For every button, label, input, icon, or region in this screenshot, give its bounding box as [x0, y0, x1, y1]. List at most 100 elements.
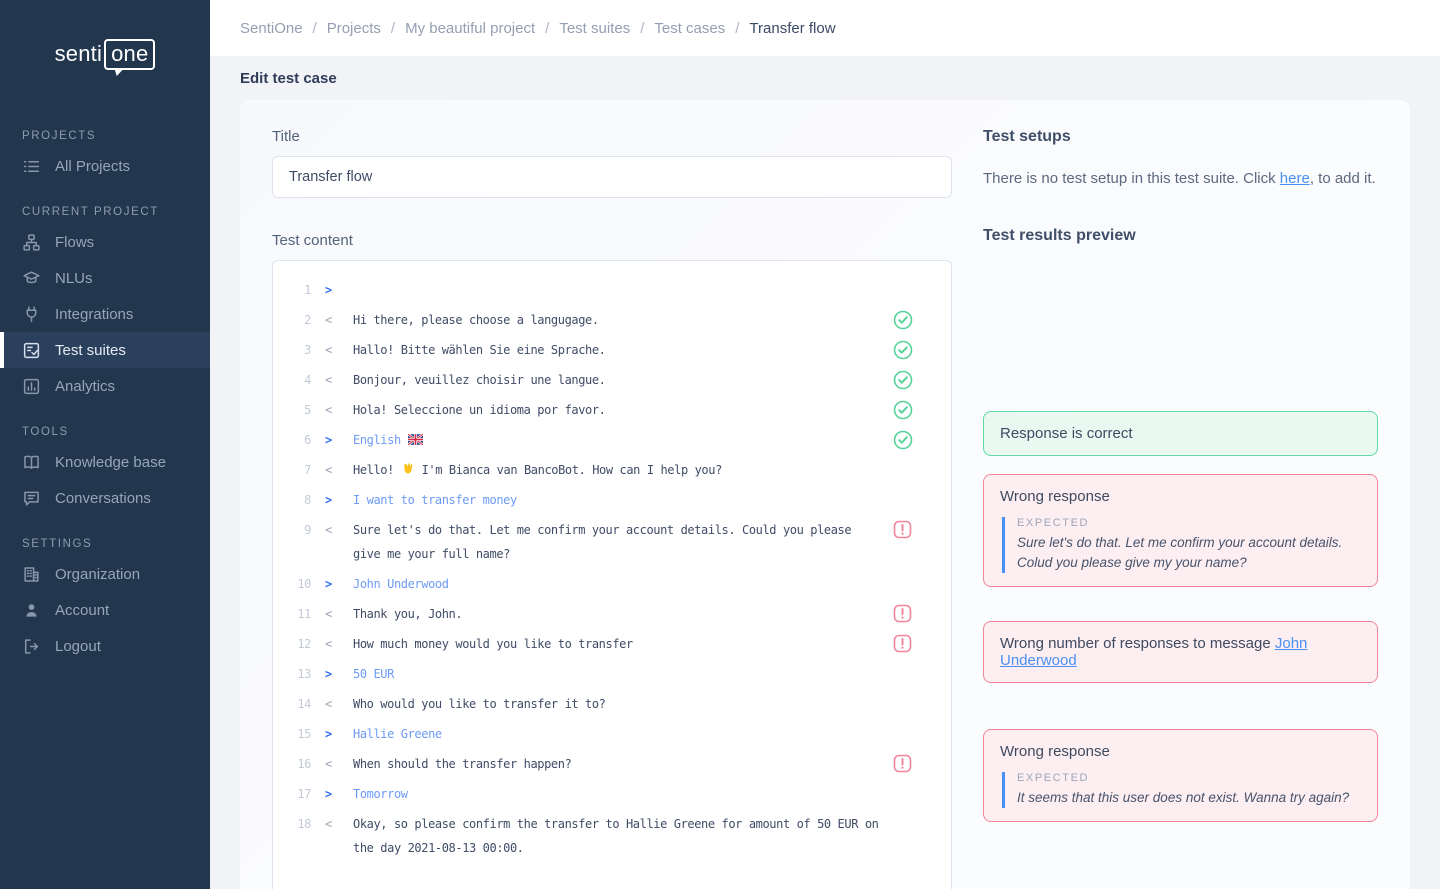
user-message-text: 50 EUR [353, 667, 394, 681]
editor-line[interactable]: 7 < Hello! I'm Bianca van BancoBot. How ca… [289, 458, 935, 482]
result-card-error: Wrong response Expected It seems that this… [983, 729, 1378, 822]
sidebar-item-label: Integrations [55, 305, 134, 323]
sidebar-item-knowledge-base[interactable]: Knowledge base [0, 444, 210, 480]
bot-message-text: When should the transfer happen? [353, 757, 572, 771]
main-area: SentiOne / Projects / My beautiful project / T… [210, 0, 1440, 889]
bot-response-marker: < [325, 607, 332, 621]
result-card-error: Wrong response Expected Sure let's do that… [983, 474, 1378, 587]
editor-line[interactable]: 14 < Who would you like to transfer it to? [289, 692, 935, 716]
breadcrumb-bar: SentiOne / Projects / My beautiful project / T… [210, 0, 1440, 56]
bot-response-marker: < [325, 757, 332, 771]
result-card-success: Response is correct [983, 411, 1378, 456]
line-number: 16 [297, 757, 311, 771]
bot-response-marker: < [325, 817, 332, 831]
bot-message-text: Hi there, please choose a langugage. [353, 313, 599, 327]
message-reference-link[interactable]: John Underwood [1000, 635, 1308, 669]
result-title: Wrong response [1000, 488, 1110, 505]
flows-icon [22, 233, 41, 252]
line-number: 12 [297, 637, 311, 651]
editor-line[interactable]: 16 < When should the transfer happen? [289, 752, 935, 776]
expected-label: Expected [1017, 772, 1090, 784]
editor-line[interactable]: 1 > [289, 278, 935, 302]
line-status-error-icon [893, 754, 913, 774]
editor-line[interactable]: 4 < Bonjour, veuillez choisir une langue. [289, 368, 935, 392]
bot-response-marker: < [325, 523, 332, 537]
result-card-error: Wrong number of responses to message Joh… [983, 621, 1378, 683]
breadcrumb-separator: / [390, 19, 396, 37]
sidebar-item-test-suites[interactable]: Test suites [0, 332, 210, 368]
bot-response-marker: < [325, 313, 332, 327]
expected-block: Expected It seems that this user does not… [1002, 772, 1361, 808]
breadcrumb-separator: / [545, 19, 550, 37]
breadcrumb-link[interactable]: Test cases [654, 19, 726, 37]
user-prompt-marker: > [325, 433, 332, 447]
sidebar: senti one Projects All Projects Current pro… [0, 0, 210, 889]
sidebar-nav: Projects All Projects Current project Flows… [0, 130, 210, 664]
bot-response-marker: < [325, 637, 332, 651]
line-number: 11 [297, 607, 311, 621]
bot-message-text: Thank you, John. [353, 607, 463, 621]
building-icon [22, 565, 41, 584]
editor-line[interactable]: 6 > English [289, 428, 935, 452]
sidebar-item-label: All Projects [55, 157, 131, 175]
add-test-setup-link[interactable]: here [1279, 170, 1310, 187]
sidebar-item-analytics[interactable]: Analytics [0, 368, 210, 404]
test-content-label: Test content [272, 232, 353, 249]
sidebar-item-flows[interactable]: Flows [0, 224, 210, 260]
editor-line[interactable]: 17 > Tomorrow [289, 782, 935, 806]
sidebar-item-label: Account [55, 601, 110, 619]
breadcrumb-link[interactable]: Projects [326, 19, 381, 37]
sidebar-item-label: Knowledge base [55, 453, 166, 471]
title-input[interactable] [272, 156, 952, 198]
sidebar-item-label: Logout [55, 637, 101, 655]
sidebar-item-account[interactable]: Account [0, 592, 210, 628]
breadcrumb-link[interactable]: SentiOne [240, 19, 303, 37]
line-status-error-icon [893, 520, 913, 540]
analytics-icon [22, 377, 41, 396]
editor-line[interactable]: 15 > Hallie Greene [289, 722, 935, 746]
user-prompt-marker: > [325, 727, 332, 741]
line-number: 4 [304, 373, 311, 387]
sidebar-item-nlus[interactable]: NLUs [0, 260, 210, 296]
user-prompt-marker: > [325, 667, 332, 681]
results-column: Test setups There is no test setup in th… [983, 128, 1378, 889]
editor-line[interactable]: 11 < Thank you, John. [289, 602, 935, 626]
line-status-ok-icon [893, 340, 913, 360]
result-title: Wrong response [1000, 743, 1110, 760]
breadcrumb: SentiOne / Projects / My beautiful project / T… [240, 20, 836, 37]
editor-line[interactable]: 18 < Okay, so please confirm the transfer … [289, 812, 935, 860]
line-number: 15 [297, 727, 311, 741]
editor-line[interactable]: 12 < How much money would you like to tran… [289, 632, 935, 656]
form-column: Title Test content 1>2<Hi there, please … [272, 128, 952, 889]
breadcrumb-link[interactable]: My beautiful project [405, 19, 536, 37]
sentione-logo[interactable]: senti one [0, 0, 210, 108]
result-title: Response is correct [1000, 425, 1133, 442]
expected-text: It seems that this user does not exist. … [1017, 790, 1350, 805]
editor-line[interactable]: 9 < Sure let's do that. Let me confirm you… [289, 518, 935, 566]
sidebar-item-integrations[interactable]: Integrations [0, 296, 210, 332]
breadcrumb-link[interactable]: Test suites [559, 19, 631, 37]
plug-icon [22, 305, 41, 324]
editor-line[interactable]: 2 < Hi there, please choose a langugage. [289, 308, 935, 332]
editor-line[interactable]: 5 < Hola! Seleccione un idioma por favor. [289, 398, 935, 422]
expected-text: Sure let's do that. Let me confirm your … [1017, 535, 1343, 570]
sidebar-item-all-projects[interactable]: All Projects [0, 148, 210, 184]
editor-line[interactable]: 3 < Hallo! Bitte wählen Sie eine Sprache. [289, 338, 935, 362]
bot-response-marker: < [325, 373, 332, 387]
user-message-text: Tomorrow [353, 787, 408, 801]
test-results-list: Response is correct Wrong response Expecte… [983, 411, 1378, 822]
line-status-ok-icon [893, 310, 913, 330]
editor-line[interactable]: 10 > John Underwood [289, 572, 935, 596]
editor-line[interactable]: 13 >50 EUR [289, 662, 935, 686]
editor-line[interactable]: 8 > I want to transfer money [289, 488, 935, 512]
book-icon [22, 453, 41, 472]
test-content-editor[interactable]: 1 >2 < Hi there, please choose a langugage.… [272, 260, 952, 889]
user-prompt-marker: > [325, 577, 332, 591]
sidebar-item-conversations[interactable]: Conversations [0, 480, 210, 516]
line-status-ok-icon [893, 430, 913, 450]
sidebar-item-logout[interactable]: Logout [0, 628, 210, 664]
line-status-ok-icon [893, 400, 913, 420]
bot-message-text: Who would you like to transfer it to? [353, 697, 606, 711]
sidebar-item-organization[interactable]: Organization [0, 556, 210, 592]
expected-block: Expected Sure let's do that. Let me confi… [1002, 517, 1361, 573]
